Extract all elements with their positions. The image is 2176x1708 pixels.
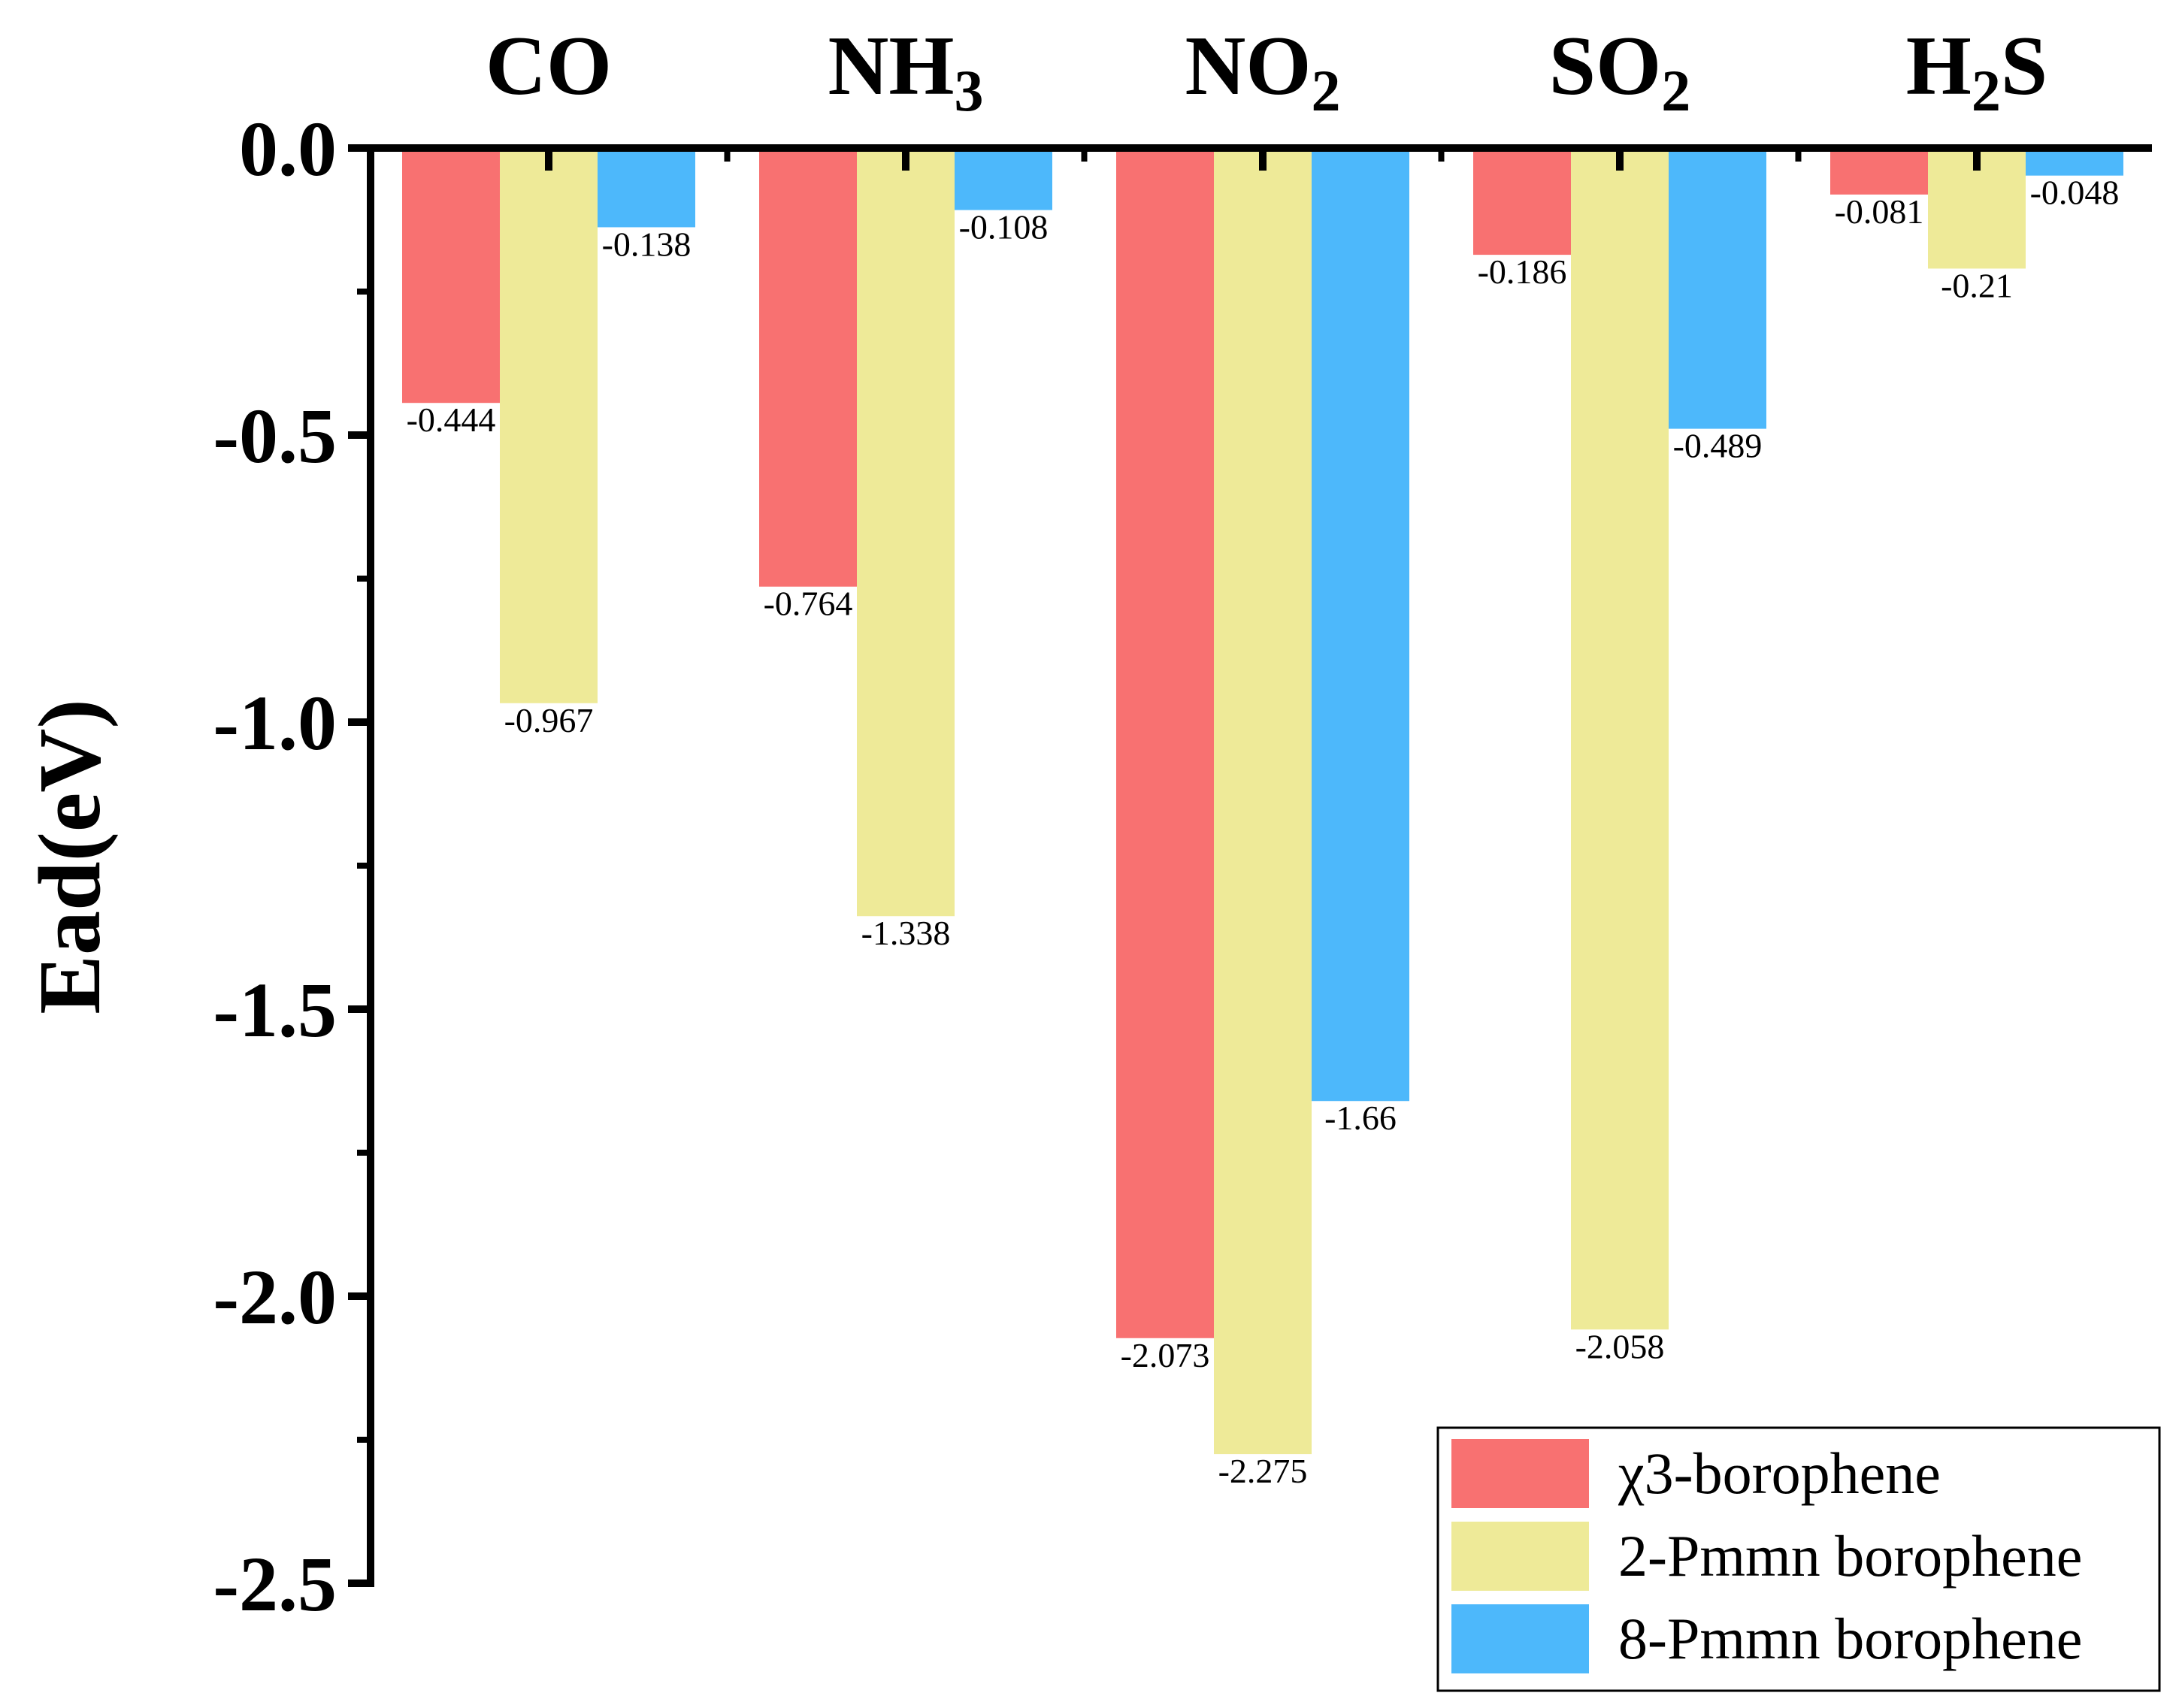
value-label-2-3: -0.489 (1673, 427, 1763, 465)
bar-0-4 (1830, 148, 1928, 195)
bar-0-0 (402, 148, 500, 404)
legend-swatch-2 (1451, 1604, 1589, 1673)
category-label-3: SO2 (1549, 20, 1690, 123)
bar-0-2 (1116, 148, 1214, 1338)
bar-0-3 (1473, 148, 1571, 255)
bar-0-1 (759, 148, 857, 587)
y-axis-title: Ead(eV) (20, 699, 119, 1014)
y-tick-label-4: -2.0 (213, 1254, 337, 1341)
value-label-1-0: -0.967 (504, 701, 594, 739)
category-label-1: NH3 (828, 20, 984, 123)
category-label-0: CO (486, 20, 612, 113)
category-label-4: H2S (1906, 20, 2047, 123)
value-label-2-0: -0.138 (602, 225, 692, 263)
legend-swatch-1 (1451, 1522, 1589, 1591)
value-label-2-2: -1.66 (1324, 1099, 1397, 1137)
value-label-1-4: -0.21 (1941, 266, 2013, 304)
bar-1-2 (1214, 148, 1312, 1455)
bar-2-2 (1312, 148, 1409, 1102)
value-label-1-3: -2.058 (1575, 1327, 1665, 1365)
legend-swatch-0 (1451, 1439, 1589, 1508)
bar-2-3 (1669, 148, 1766, 429)
bar-1-1 (857, 148, 955, 917)
legend: χ3-borophene 2-Pmmn borophene 8-Pmmn borop… (1436, 1426, 2161, 1692)
value-label-0-1: -0.764 (764, 585, 853, 623)
y-tick-label-0: 0.0 (239, 106, 337, 192)
bar-2-1 (955, 148, 1052, 210)
value-label-0-3: -0.186 (1478, 252, 1567, 291)
y-tick-label-3: -1.5 (213, 967, 337, 1054)
bar-1-3 (1571, 148, 1669, 1330)
y-tick-label-2: -1.0 (213, 680, 337, 766)
value-label-0-4: -0.081 (1835, 192, 1924, 231)
legend-label-1: 2-Pmmn borophene (1618, 1523, 2082, 1589)
y-tick-label-5: -2.5 (213, 1541, 337, 1628)
value-label-1-1: -1.338 (861, 914, 951, 952)
bar-2-4 (2026, 148, 2123, 176)
value-label-0-0: -0.444 (407, 401, 496, 439)
category-label-2: NO2 (1185, 20, 1341, 123)
value-label-1-2: -2.275 (1218, 1452, 1308, 1490)
value-label-0-2: -2.073 (1121, 1336, 1210, 1374)
y-tick-label-1: -0.5 (213, 393, 337, 479)
plot-area: -0.444 -0.764 -2.073 -0.186 -0.081 -0.967 -1.3… (213, 20, 2152, 1628)
legend-label-0: χ3-borophene (1618, 1440, 1941, 1506)
bar-2-0 (598, 148, 695, 228)
value-label-2-4: -0.048 (2030, 174, 2120, 212)
bar-1-0 (500, 148, 598, 703)
legend-label-2: 8-Pmmn borophene (1618, 1606, 2082, 1671)
value-label-2-1: -0.108 (959, 208, 1049, 246)
